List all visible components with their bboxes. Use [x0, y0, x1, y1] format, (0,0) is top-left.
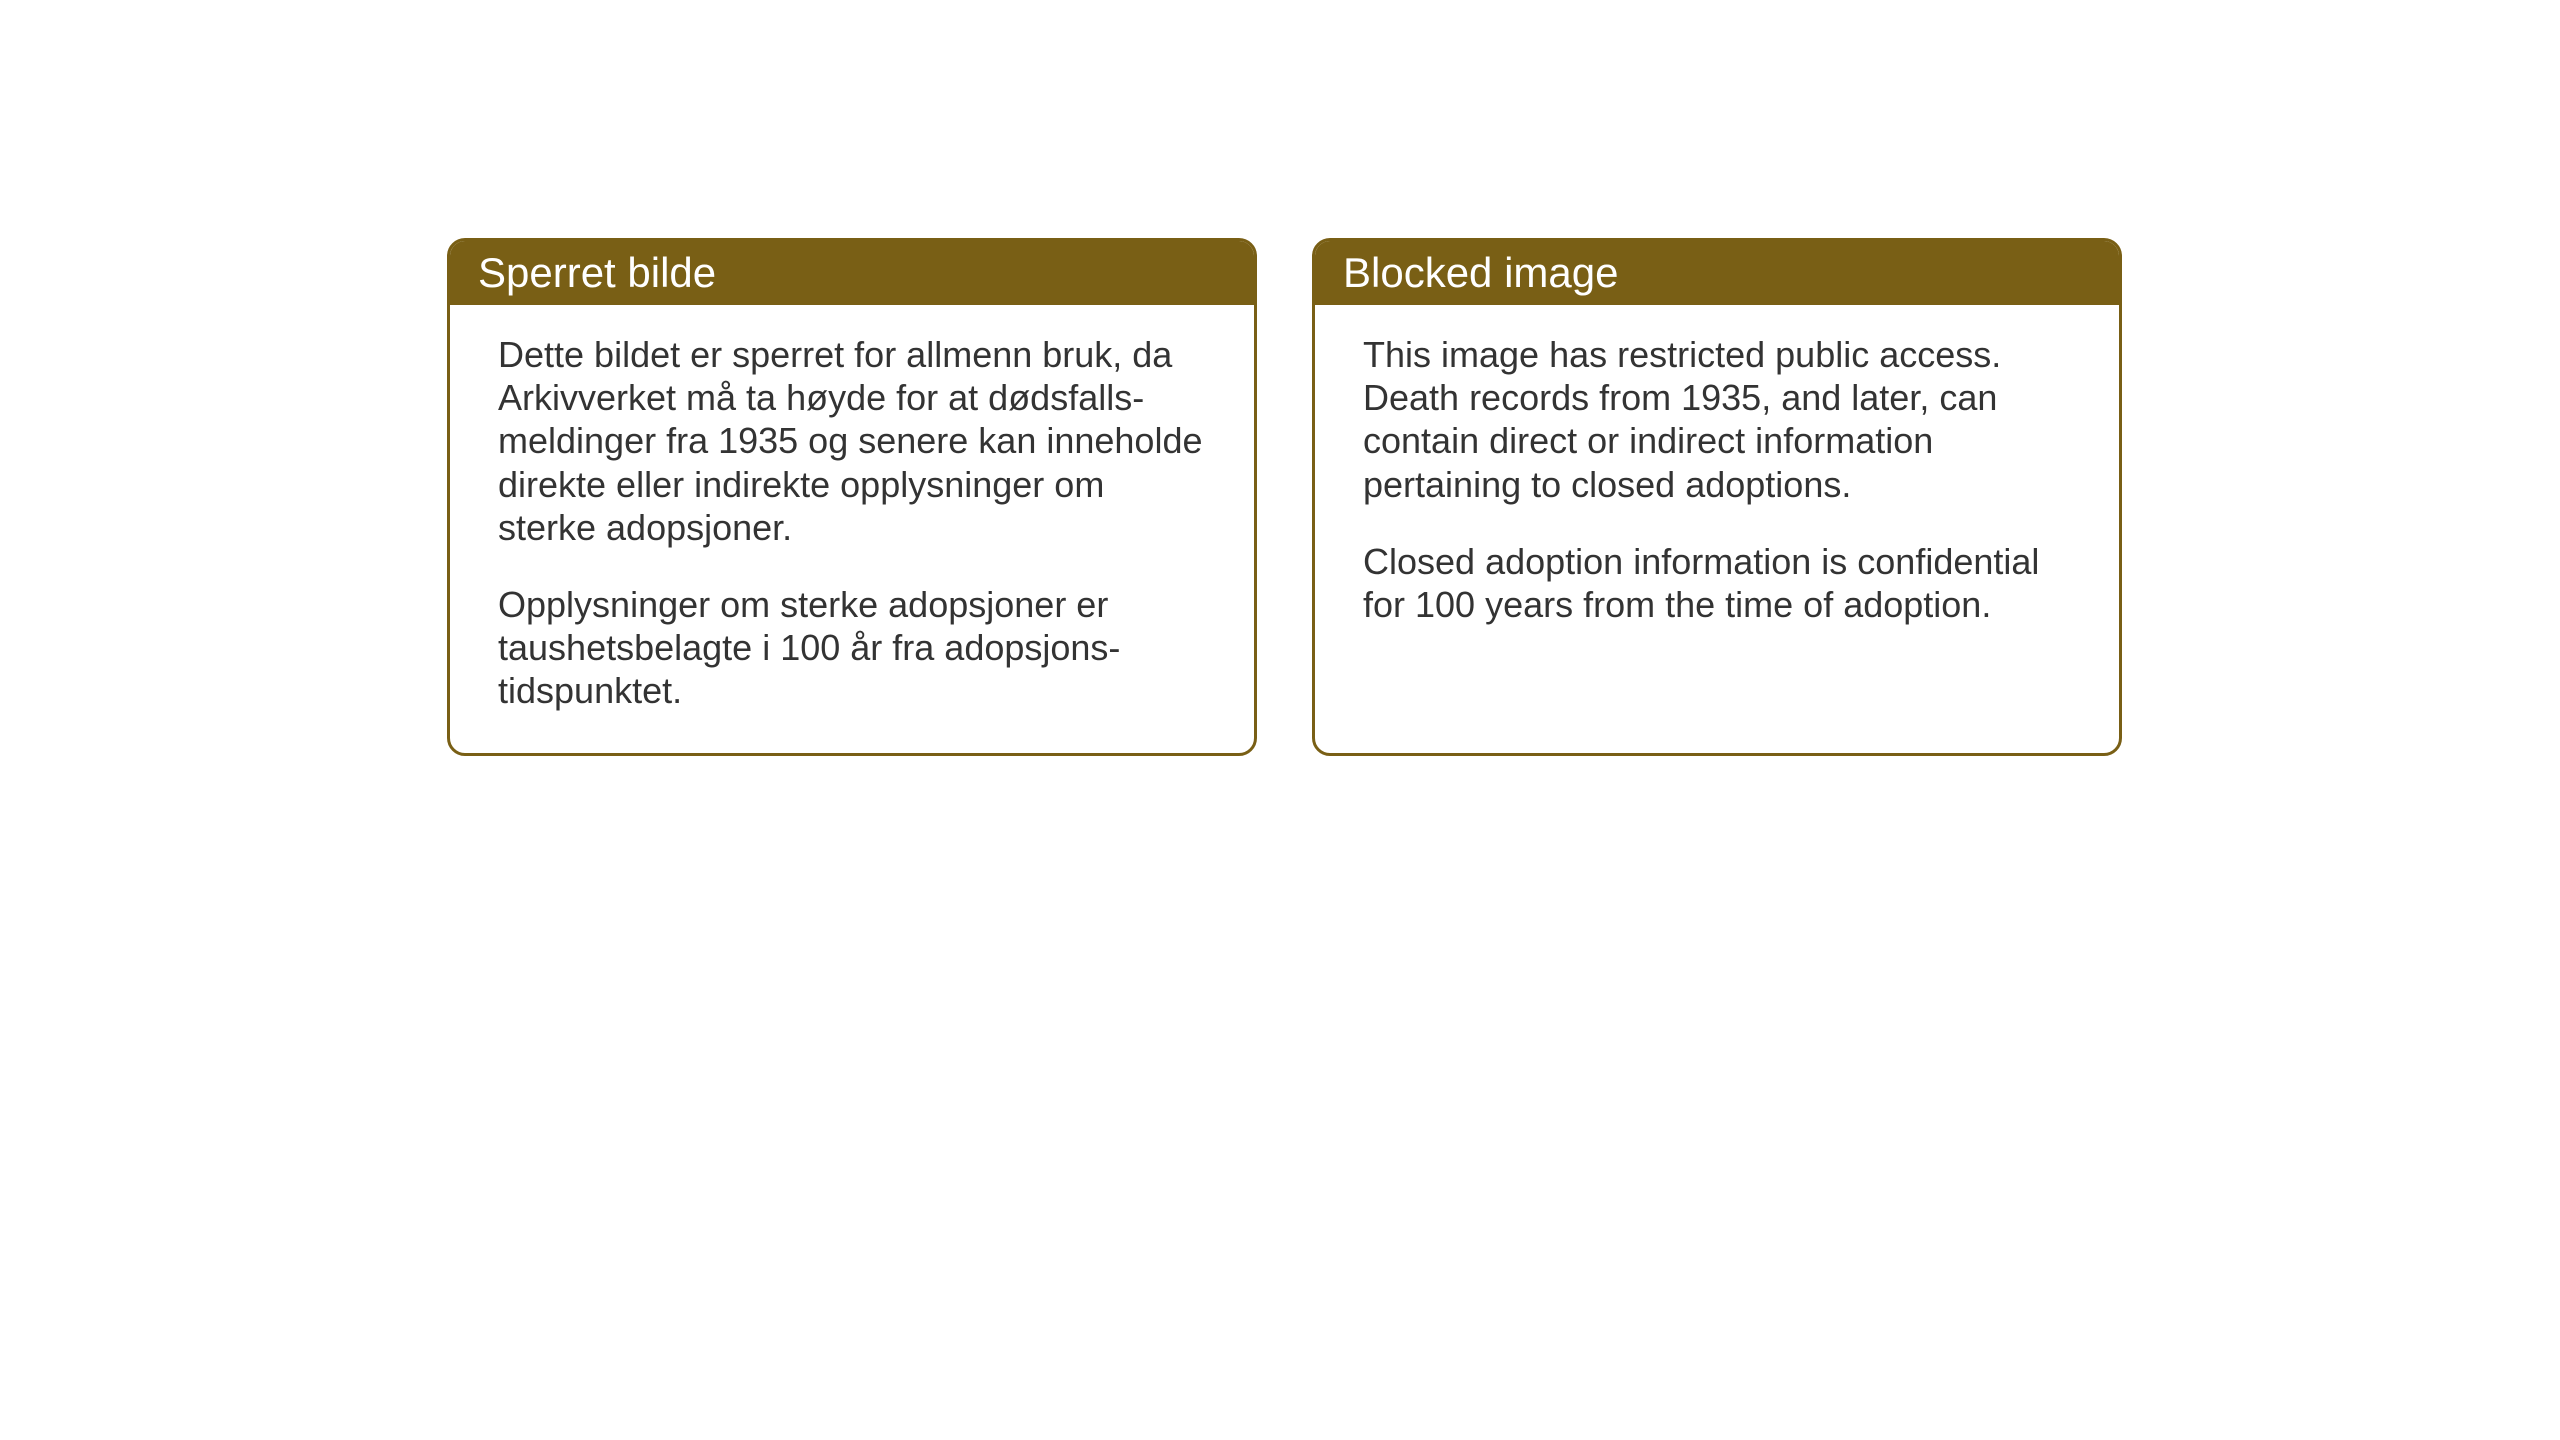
norwegian-paragraph-1: Dette bildet er sperret for allmenn bruk… [498, 333, 1206, 549]
english-notice-card: Blocked image This image has restricted … [1312, 238, 2122, 756]
english-notice-title: Blocked image [1315, 241, 2119, 305]
norwegian-notice-title: Sperret bilde [450, 241, 1254, 305]
english-notice-body: This image has restricted public access.… [1315, 305, 2119, 666]
norwegian-notice-body: Dette bildet er sperret for allmenn bruk… [450, 305, 1254, 753]
notice-container: Sperret bilde Dette bildet er sperret fo… [447, 238, 2560, 756]
norwegian-paragraph-2: Opplysninger om sterke adopsjoner er tau… [498, 583, 1206, 713]
english-paragraph-1: This image has restricted public access.… [1363, 333, 2071, 506]
norwegian-notice-card: Sperret bilde Dette bildet er sperret fo… [447, 238, 1257, 756]
english-paragraph-2: Closed adoption information is confident… [1363, 540, 2071, 626]
